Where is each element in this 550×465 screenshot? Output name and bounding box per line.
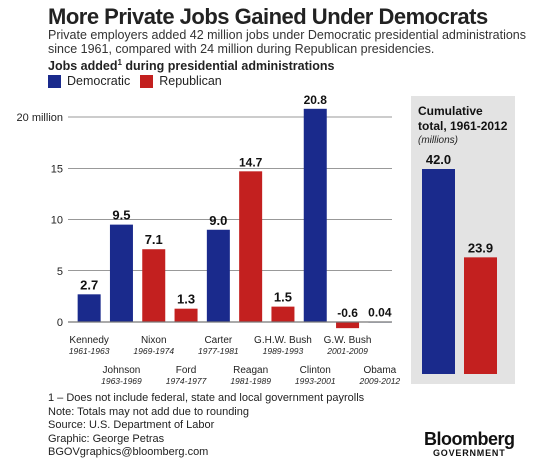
category-label: Ford bbox=[176, 365, 197, 376]
category-years: 1989-1993 bbox=[263, 346, 304, 356]
y-tick-label: 0 bbox=[57, 317, 63, 329]
logo-line1: Bloomberg bbox=[424, 429, 515, 449]
subhead-rest: during presidential administrations bbox=[121, 59, 335, 74]
bar-nixon bbox=[142, 249, 166, 322]
footnote-marker: 1 bbox=[117, 58, 122, 67]
category-years: 1961-1963 bbox=[69, 346, 110, 356]
legend-label-democratic: Democratic bbox=[67, 74, 131, 88]
contact-email: BGOVgraphics@bloomberg.com bbox=[48, 446, 209, 458]
y-tick-label: 5 bbox=[57, 266, 63, 278]
category-label: Carter bbox=[204, 335, 232, 346]
category-label: G.W. Bush bbox=[324, 335, 372, 346]
cumulative-bar-democratic bbox=[422, 169, 455, 374]
notes: 1 – Does not include federal, state and … bbox=[48, 392, 364, 460]
y-tick-label: 20 million bbox=[17, 112, 63, 124]
category-years: 2009-2012 bbox=[359, 376, 401, 386]
data-label: -0.6 bbox=[337, 306, 358, 320]
data-label: 7.1 bbox=[145, 232, 163, 247]
data-label: 0.04 bbox=[368, 306, 392, 320]
cumulative-data-label: 23.9 bbox=[468, 240, 493, 255]
category-label: Clinton bbox=[300, 365, 331, 376]
category-label: G.H.W. Bush bbox=[254, 335, 312, 346]
data-label: 1.3 bbox=[177, 292, 195, 307]
bar-g-w-bush bbox=[336, 322, 360, 329]
data-label: 9.0 bbox=[209, 213, 227, 228]
category-label: Obama bbox=[363, 365, 396, 376]
category-years: 1981-1989 bbox=[230, 376, 271, 386]
note-rounding: Note: Totals may not add due to rounding bbox=[48, 405, 249, 418]
category-label: Nixon bbox=[141, 335, 167, 346]
chart-subhead: Jobs added1 during presidential administ… bbox=[48, 58, 334, 73]
graphic-credit: Graphic: George Petras bbox=[48, 432, 165, 445]
y-tick-label: 15 bbox=[51, 163, 63, 175]
chart-subtitle: Private employers added 42 million jobs … bbox=[48, 28, 527, 56]
cumulative-data-label: 42.0 bbox=[426, 152, 451, 167]
legend-label-republican: Republican bbox=[159, 74, 222, 88]
data-label: 20.8 bbox=[304, 93, 328, 107]
category-years: 1993-2001 bbox=[295, 376, 336, 386]
y-tick-label: 10 bbox=[51, 215, 63, 227]
footnote: 1 – Does not include federal, state and … bbox=[48, 392, 365, 404]
cumulative-title-line2: total, 1961-2012 bbox=[418, 119, 508, 133]
category-years: 1977-1981 bbox=[198, 346, 239, 356]
data-label: 14.7 bbox=[239, 155, 263, 169]
logo-line2: GOVERNMENT bbox=[433, 448, 506, 458]
legend-swatch-republican bbox=[140, 74, 154, 88]
cumulative-subtitle: (millions) bbox=[418, 135, 458, 146]
cumulative-title-line1: Cumulative bbox=[418, 104, 483, 118]
category-years: 2001-2009 bbox=[326, 346, 368, 356]
bar-g-h-w-bush bbox=[271, 306, 295, 322]
bar-ford bbox=[174, 308, 198, 322]
legend-item-democratic: Democratic bbox=[48, 74, 130, 88]
category-years: 1974-1977 bbox=[166, 376, 207, 386]
legend-swatch-democratic bbox=[48, 74, 61, 88]
category-label: Johnson bbox=[103, 365, 141, 376]
bar-kennedy bbox=[77, 294, 101, 322]
legend: Democratic Republican bbox=[48, 74, 232, 88]
category-label: Kennedy bbox=[69, 335, 108, 346]
bar-carter bbox=[206, 229, 230, 322]
bar-reagan bbox=[239, 171, 263, 322]
data-label: 2.7 bbox=[80, 277, 98, 292]
bar-johnson bbox=[109, 224, 133, 322]
subhead-text: Jobs added bbox=[48, 59, 118, 74]
data-label: 1.5 bbox=[274, 290, 292, 305]
category-years: 1963-1969 bbox=[101, 376, 142, 386]
bloomberg-government-logo: Bloomberg GOVERNMENT bbox=[424, 430, 515, 458]
bar-clinton bbox=[303, 108, 327, 322]
cumulative-bar-republican bbox=[464, 257, 497, 374]
category-years: 1969-1974 bbox=[133, 346, 174, 356]
chart-title: More Private Jobs Gained Under Democrats bbox=[48, 4, 488, 29]
data-label: 9.5 bbox=[112, 208, 130, 223]
category-label: Reagan bbox=[233, 365, 268, 376]
source: Source: U.S. Department of Labor bbox=[48, 419, 215, 431]
legend-item-republican: Republican bbox=[140, 74, 222, 88]
